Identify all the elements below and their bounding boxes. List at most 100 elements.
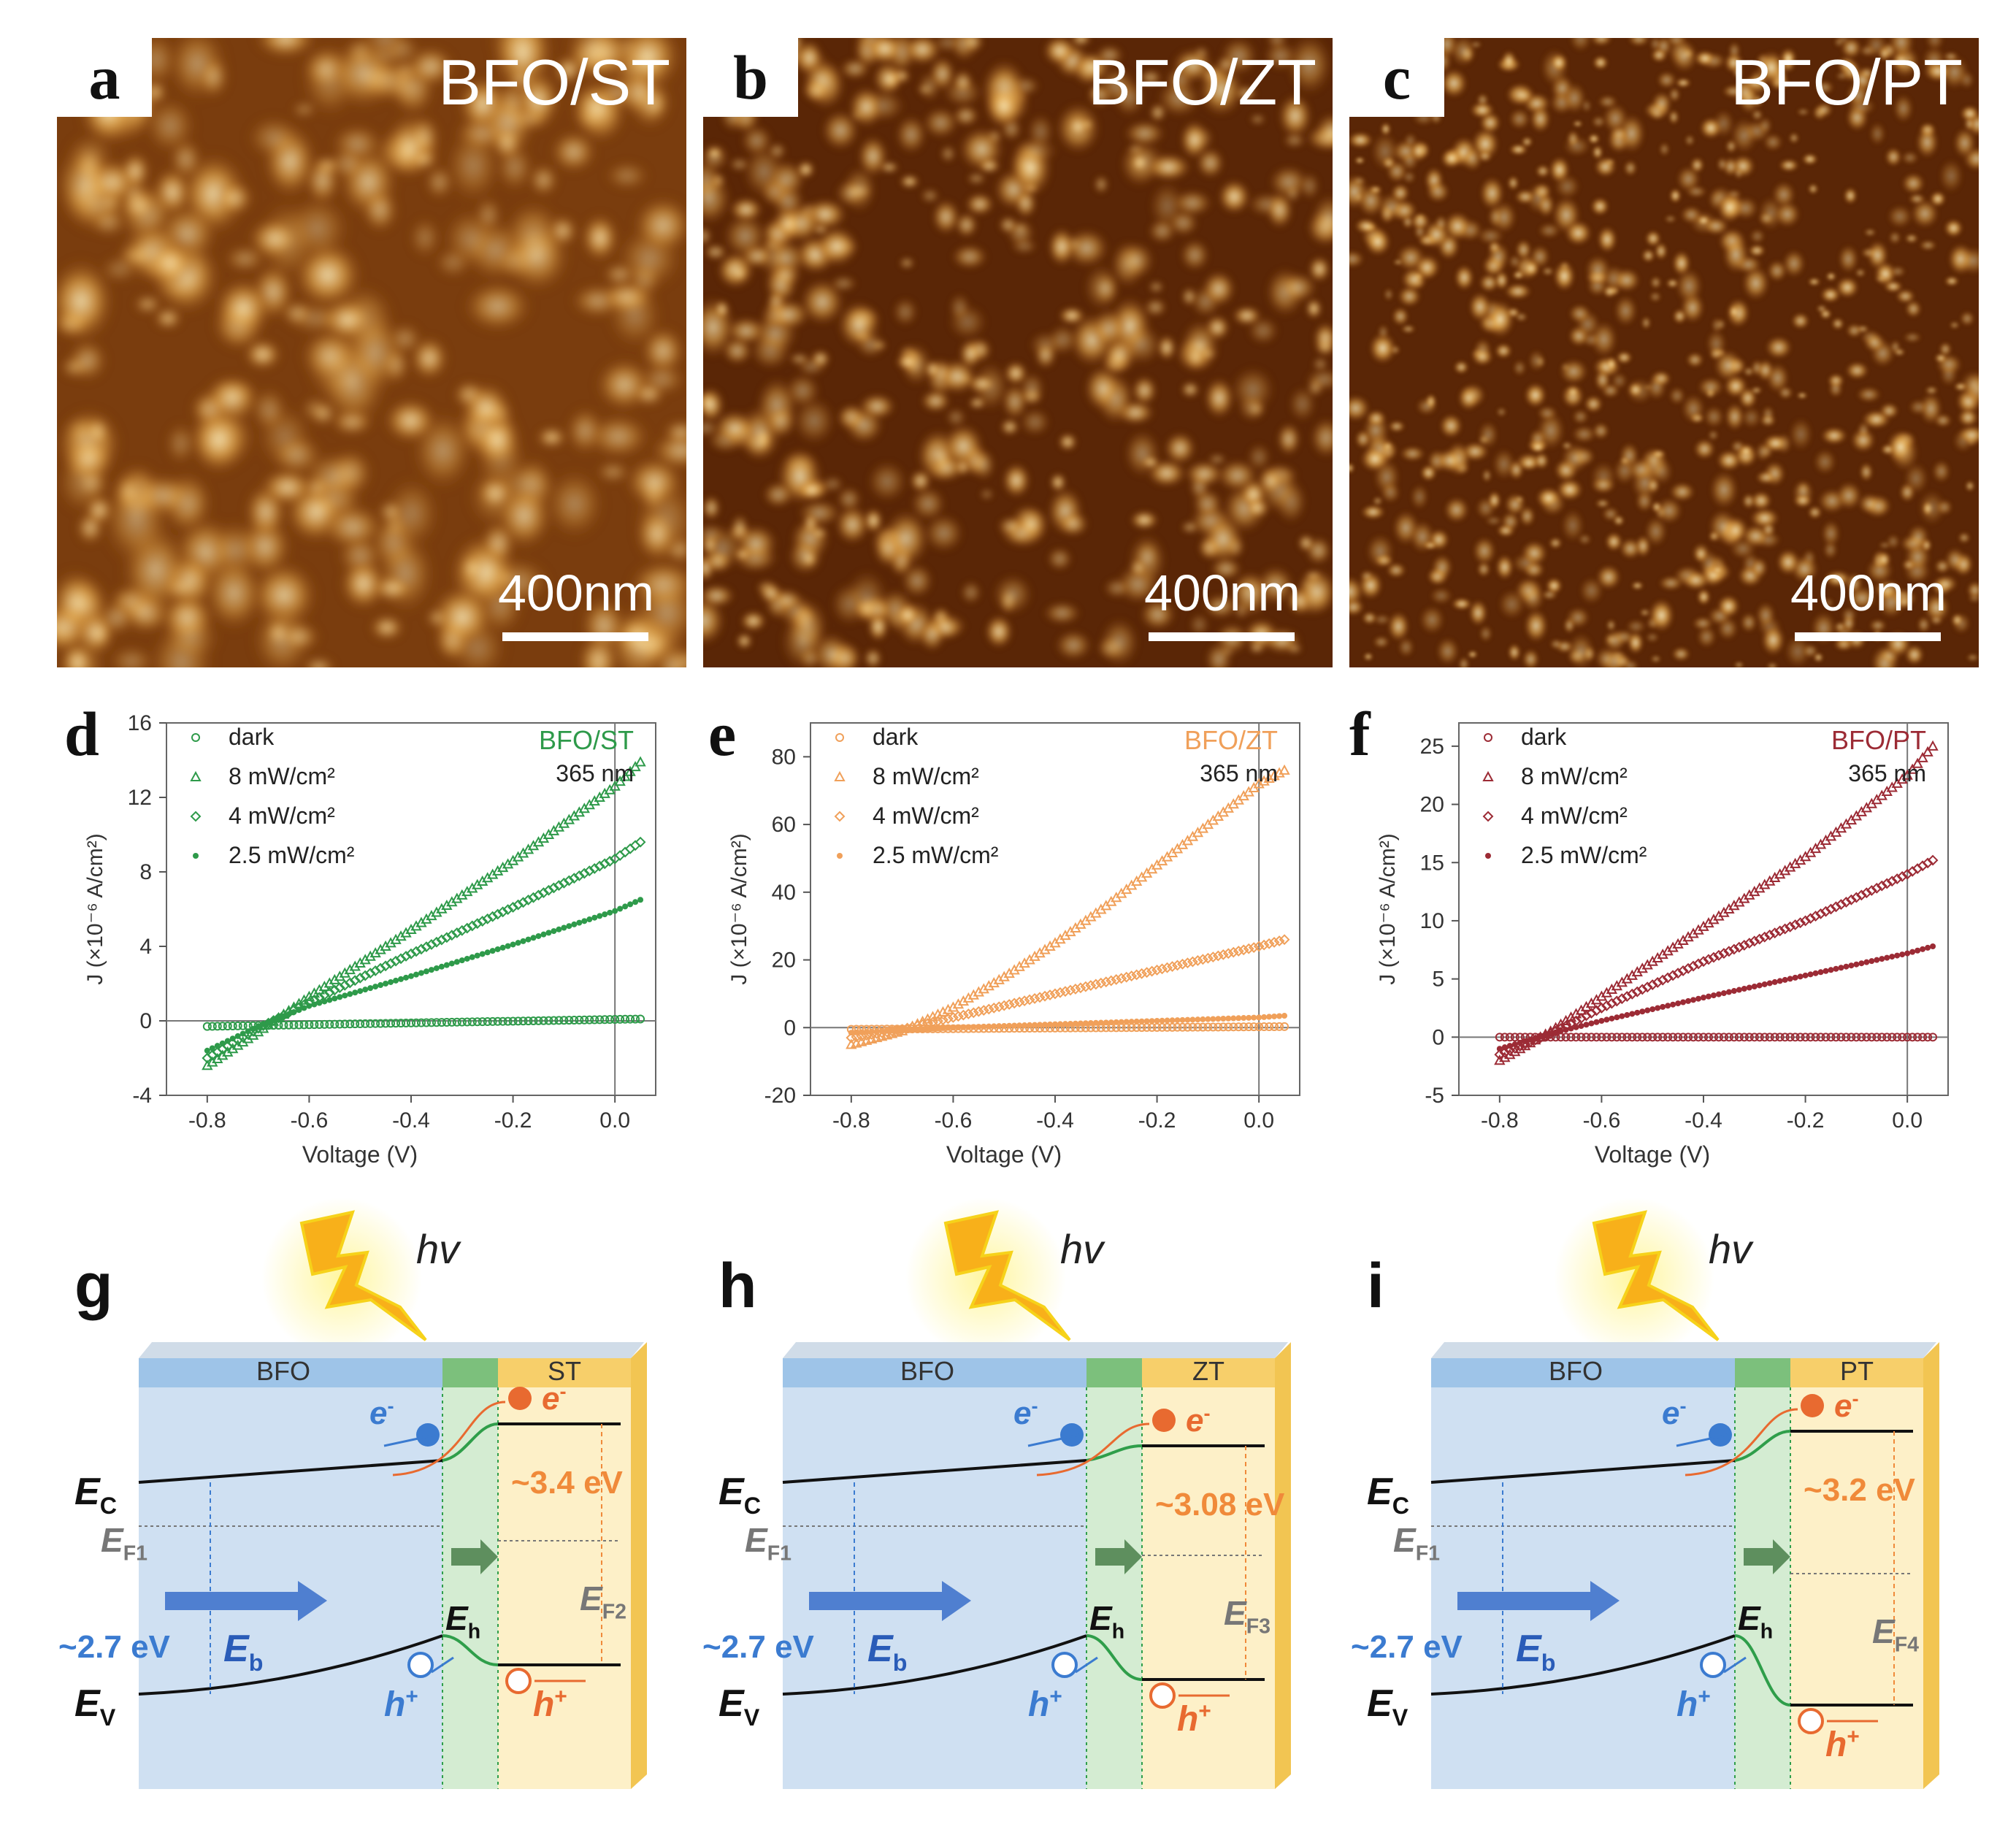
data-point — [415, 943, 427, 955]
data-point — [1705, 993, 1712, 1000]
data-point — [284, 1020, 294, 1030]
data-point — [545, 930, 552, 936]
data-point — [202, 1022, 212, 1031]
data-point — [228, 1022, 237, 1031]
data-point — [1024, 994, 1035, 1006]
afm-grain — [1612, 456, 1637, 486]
afm-grain — [1684, 134, 1695, 147]
afm-grain — [1837, 243, 1860, 275]
data-point — [1633, 1033, 1642, 1042]
afm-grain — [703, 386, 726, 424]
data-point — [1908, 1033, 1917, 1042]
data-point — [508, 1016, 518, 1026]
afm-grain — [1443, 496, 1471, 524]
afm-grain — [1070, 38, 1092, 47]
afm-grain — [1855, 267, 1866, 278]
afm-grain — [939, 144, 957, 164]
data-point — [1825, 903, 1836, 915]
data-point — [1724, 1033, 1733, 1042]
data-point — [983, 980, 994, 991]
data-point — [1894, 952, 1901, 959]
data-point — [1188, 1022, 1197, 1032]
scale-bar — [502, 632, 648, 641]
afm-grain — [1952, 126, 1977, 160]
afm-grain — [1511, 552, 1541, 575]
afm-grain — [1902, 331, 1923, 344]
afm-grain — [964, 192, 995, 217]
data-point — [533, 889, 544, 901]
data-point — [1506, 1043, 1513, 1049]
data-point — [873, 1028, 880, 1035]
afm-grain — [1728, 304, 1741, 320]
data-point — [1173, 1022, 1182, 1032]
data-point — [330, 1019, 340, 1029]
afm-grain — [1287, 385, 1318, 424]
data-point — [1857, 1033, 1866, 1042]
data-point — [1566, 1033, 1576, 1042]
data-point — [1222, 948, 1234, 960]
data-point — [589, 862, 600, 874]
afm-grain — [1613, 294, 1639, 328]
data-point — [1279, 764, 1290, 775]
afm-grain — [1428, 586, 1454, 605]
afm-grain — [1755, 601, 1777, 629]
photon-label: hv — [1060, 1226, 1105, 1272]
data-point — [1912, 757, 1923, 768]
data-point — [1713, 949, 1725, 961]
data-point — [1270, 1022, 1279, 1031]
afm-grain — [1514, 495, 1525, 505]
data-point — [204, 1047, 210, 1054]
afm-grain — [1592, 55, 1609, 71]
data-point — [1482, 811, 1494, 822]
data-point — [1159, 1017, 1165, 1024]
afm-grain — [1844, 361, 1870, 380]
data-point — [1177, 958, 1188, 970]
data-point — [1111, 974, 1122, 985]
afm-grain — [1672, 308, 1687, 325]
data-point — [390, 955, 402, 967]
data-point — [1792, 974, 1798, 981]
data-point — [520, 938, 526, 944]
data-point — [238, 1021, 248, 1030]
afm-grain — [1847, 586, 1877, 611]
data-point — [386, 1019, 396, 1028]
data-point — [894, 1027, 900, 1034]
afm-grain — [1703, 405, 1725, 429]
data-point — [1224, 1022, 1233, 1032]
afm-grain — [703, 225, 713, 248]
data-point — [1886, 876, 1898, 887]
data-point — [361, 1019, 370, 1028]
data-point — [1263, 938, 1275, 949]
afm-grain — [1590, 38, 1614, 47]
data-point — [1765, 1033, 1774, 1042]
data-point — [1701, 995, 1706, 1001]
electron-path — [392, 1401, 506, 1476]
data-point — [1019, 995, 1030, 1007]
data-point — [602, 911, 608, 918]
data-point — [1682, 962, 1694, 974]
data-point — [1896, 870, 1908, 882]
data-point — [280, 1013, 287, 1019]
x-tick-label: -0.6 — [935, 1108, 973, 1133]
afm-grain — [1046, 545, 1074, 572]
data-point — [1638, 1033, 1647, 1042]
data-point — [1811, 1033, 1820, 1042]
data-point — [345, 1019, 355, 1029]
data-point — [1075, 982, 1086, 994]
afm-grain — [66, 338, 109, 383]
electron-label-left: e- — [1013, 1395, 1038, 1431]
data-point — [472, 918, 483, 930]
afm-grain — [461, 279, 534, 334]
afm-grain — [158, 611, 223, 664]
lightning-icon — [1592, 1210, 1720, 1341]
legend-entry: dark — [229, 724, 275, 750]
electron-icon-left — [1060, 1423, 1084, 1447]
afm-grain — [494, 480, 554, 551]
afm-grain — [829, 274, 859, 293]
data-point — [423, 968, 429, 975]
afm-grain — [1917, 489, 1947, 526]
afm-grain — [1669, 39, 1699, 74]
data-point — [1591, 1005, 1602, 1016]
afm-grain — [1372, 635, 1390, 649]
afm-grain — [1956, 424, 1979, 445]
